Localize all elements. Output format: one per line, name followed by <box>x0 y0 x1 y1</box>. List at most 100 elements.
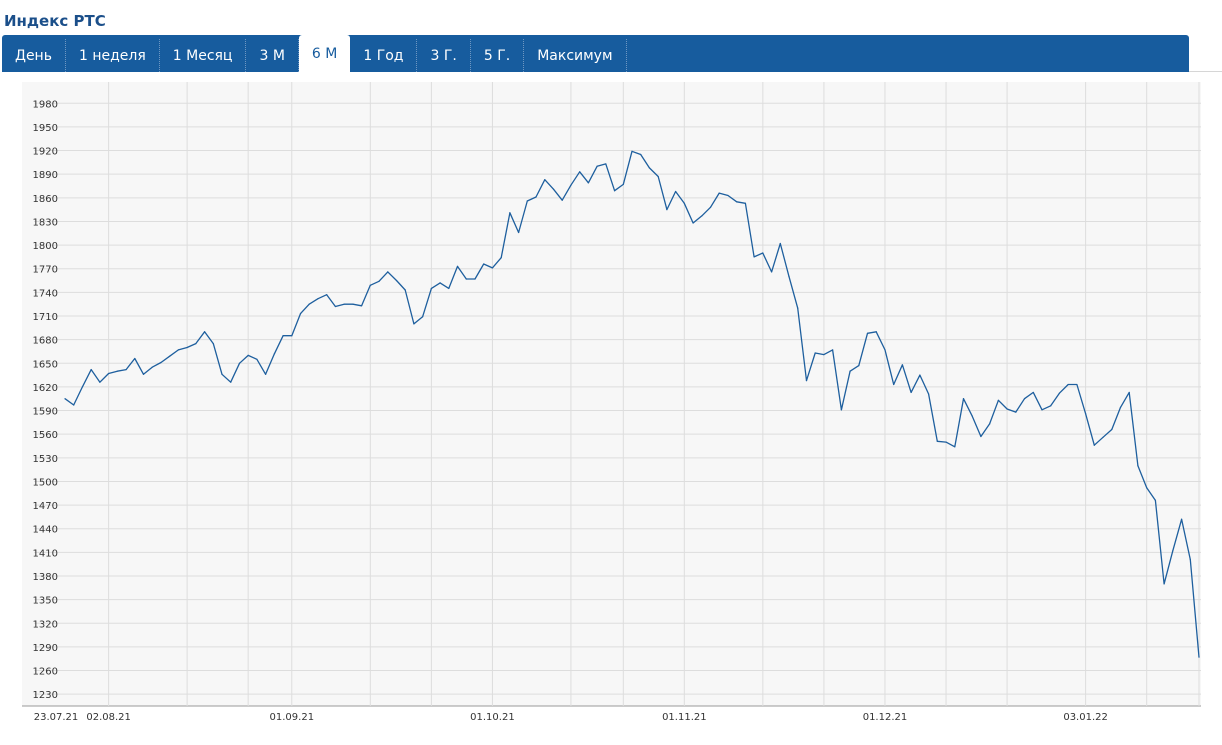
data-point <box>1006 408 1008 410</box>
data-point <box>509 212 511 214</box>
data-point <box>840 409 842 411</box>
data-point <box>378 280 380 282</box>
data-point <box>1085 413 1087 415</box>
data-point <box>221 373 223 375</box>
y-tick-label: 1650 <box>33 359 58 370</box>
tab-3-months[interactable]: 3 М <box>246 39 299 72</box>
data-point <box>326 294 328 296</box>
data-point <box>736 201 738 203</box>
data-point <box>430 287 432 290</box>
data-point <box>788 276 790 278</box>
data-point <box>866 332 869 334</box>
tab-6-months[interactable]: 6 М <box>298 35 351 72</box>
data-point <box>858 365 860 367</box>
tab-maximum[interactable]: Максимум <box>524 39 627 72</box>
data-point <box>1067 383 1069 386</box>
y-tick-label: 1770 <box>33 265 58 276</box>
data-point <box>500 257 502 259</box>
data-point <box>142 373 145 375</box>
data-point <box>299 313 302 315</box>
data-point <box>413 323 415 325</box>
data-point <box>108 372 110 375</box>
data-point <box>779 242 781 245</box>
data-point <box>631 150 633 152</box>
data-point <box>352 303 354 305</box>
data-point <box>160 361 162 364</box>
data-point <box>273 353 275 355</box>
data-point <box>387 271 389 273</box>
data-point <box>422 316 424 318</box>
y-tick-label: 1500 <box>33 477 58 488</box>
data-point <box>1189 558 1191 561</box>
data-point <box>456 265 459 267</box>
y-tick-label: 1620 <box>33 383 58 394</box>
data-point <box>910 391 912 394</box>
y-tick-label: 1470 <box>33 501 58 512</box>
data-point <box>875 331 877 333</box>
data-point <box>1076 383 1078 386</box>
price-chart: 1230 1260 1290 1320 1350 1380 1410 1440 1470 1500… <box>22 82 1201 723</box>
y-tick-label: 1890 <box>33 170 58 181</box>
data-point <box>962 398 965 400</box>
data-point <box>919 374 921 376</box>
x-tick-label: 03.01.22 <box>1063 712 1108 723</box>
y-tick-label: 1260 <box>33 667 58 678</box>
data-point <box>1032 391 1034 394</box>
data-point <box>1111 428 1113 431</box>
data-point <box>90 368 92 371</box>
x-tick-label: 23.07.21 <box>34 712 79 723</box>
data-point <box>727 194 729 197</box>
y-tick-label: 1830 <box>33 217 58 228</box>
data-point <box>1119 406 1122 408</box>
data-point <box>247 354 249 356</box>
data-point <box>954 446 956 448</box>
y-tick-label: 1860 <box>33 194 58 205</box>
data-point <box>1102 436 1104 438</box>
data-point <box>203 331 206 333</box>
data-point <box>675 190 677 193</box>
tab-1-month[interactable]: 1 Месяц <box>160 39 247 72</box>
data-point <box>1154 499 1156 501</box>
data-point <box>605 163 607 165</box>
data-point <box>186 346 188 349</box>
data-point <box>613 190 616 192</box>
tab-1-year[interactable]: 1 Год <box>350 39 418 72</box>
data-point <box>334 305 337 308</box>
data-point <box>561 199 563 201</box>
x-tick-label: 01.10.21 <box>470 712 515 723</box>
data-point <box>1058 392 1061 394</box>
data-point <box>1023 398 1026 400</box>
tab-1-week[interactable]: 1 неделя <box>66 39 160 72</box>
data-point <box>849 370 851 372</box>
y-tick-label: 1950 <box>33 123 58 134</box>
data-point <box>945 441 947 443</box>
data-point <box>884 349 886 351</box>
data-point <box>369 284 371 286</box>
y-tick-label: 1560 <box>33 430 58 441</box>
y-tick-label: 1920 <box>33 147 58 158</box>
data-point <box>1128 391 1130 394</box>
data-point <box>535 196 537 198</box>
data-point <box>116 370 118 372</box>
tab-5-years[interactable]: 5 Г. <box>471 39 525 72</box>
data-point <box>692 222 694 224</box>
data-point <box>195 342 197 345</box>
data-point <box>901 364 904 366</box>
data-point <box>640 153 642 156</box>
tab-3-years[interactable]: 3 Г. <box>417 39 471 72</box>
data-point <box>1093 444 1095 446</box>
y-tick-label: 1440 <box>33 525 58 536</box>
data-point <box>256 358 258 360</box>
data-point <box>491 267 494 269</box>
tab-day[interactable]: День <box>2 39 66 72</box>
y-tick-label: 1710 <box>33 312 58 323</box>
data-point <box>125 368 127 371</box>
data-point <box>169 355 171 357</box>
data-point <box>544 179 546 181</box>
data-point <box>465 278 467 280</box>
data-point <box>360 305 363 307</box>
data-point <box>1172 550 1174 552</box>
data-point <box>997 399 999 401</box>
data-point <box>526 200 528 202</box>
data-point <box>308 303 310 305</box>
